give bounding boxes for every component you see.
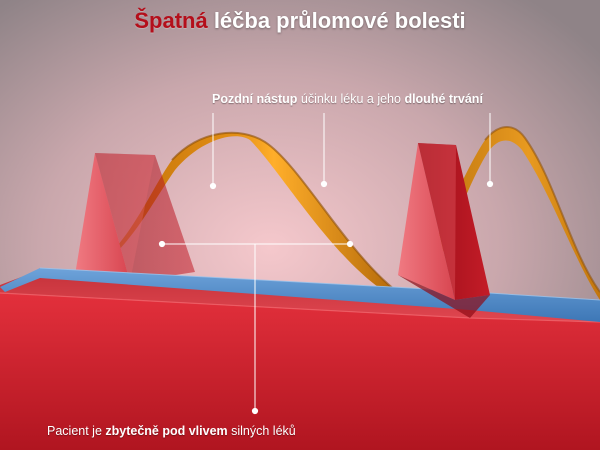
annotation-bottom-text-1: Pacient je — [47, 424, 106, 438]
dose-prism-1-side — [95, 153, 195, 282]
blue-baseline-band — [0, 268, 600, 322]
red-base-front — [0, 293, 600, 450]
dose-prism-2-face — [398, 143, 455, 300]
annotation-top-text: účinku léku a jeho — [297, 92, 405, 106]
diagram-title: Špatná léčba průlomové bolesti — [0, 8, 600, 34]
annotation-bottom-bold: zbytečně pod vlivem — [105, 424, 228, 438]
annotation-lines — [158, 113, 494, 415]
title-accent: Špatná — [134, 8, 208, 33]
annotation-bottom-text-2: silných léků — [227, 424, 296, 438]
dose-prism-1-face — [75, 153, 130, 282]
annotation-top-bold-2: dlouhé trvání — [404, 92, 483, 106]
dose-prism-2-side — [418, 143, 490, 300]
annotation-bottom: Pacient je zbytečně pod vlivem silných l… — [47, 424, 296, 438]
title-rest: léčba průlomové bolesti — [207, 8, 466, 33]
annotation-top: Pozdní nástup účinku léku a jeho dlouhé … — [212, 92, 483, 106]
annotation-top-bold-1: Pozdní nástup — [212, 92, 298, 106]
